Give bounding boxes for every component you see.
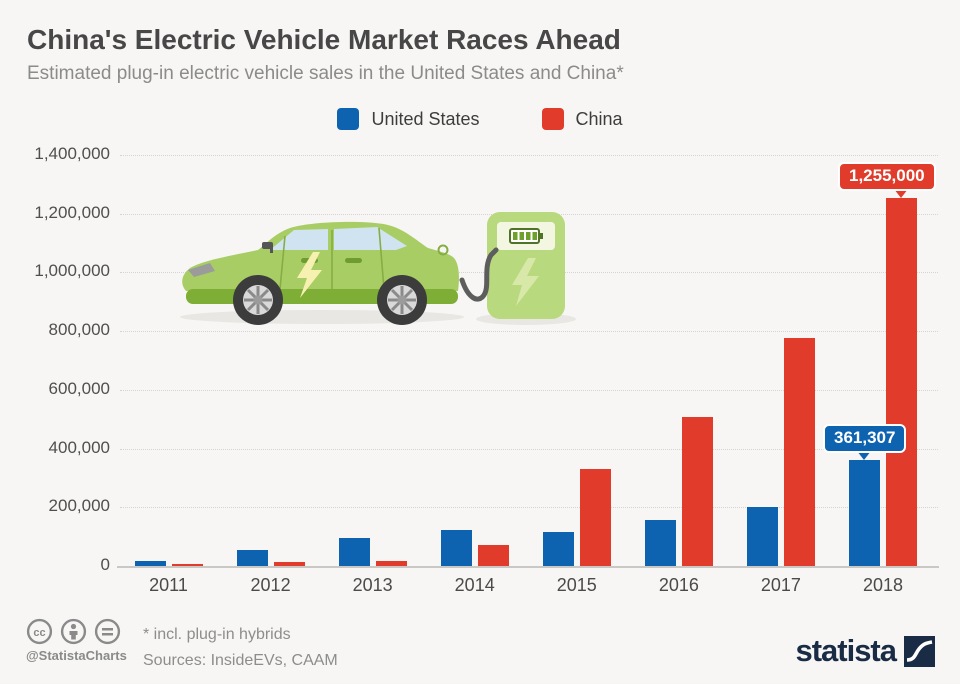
page-title: China's Electric Vehicle Market Races Ah…: [27, 24, 621, 55]
statista-logo-text: statista: [795, 633, 897, 668]
bar-united-states-2018: [848, 459, 880, 566]
electric-car-icon: [182, 221, 459, 325]
y-axis-label: 200,000: [48, 496, 110, 516]
front-wheel-icon: [233, 275, 283, 325]
y-axis-label: 1,000,000: [34, 261, 110, 281]
bar-china-2011: [171, 564, 203, 566]
cc-license-icon: cc: [26, 618, 53, 645]
x-axis-line: [117, 566, 939, 568]
svg-text:cc: cc: [33, 627, 45, 639]
legend: United States China: [0, 108, 960, 130]
x-axis-label-2014: 2014: [454, 575, 495, 595]
footnote-block: * incl. plug-in hybrids Sources: InsideE…: [143, 622, 338, 674]
page-subtitle: Estimated plug-in electric vehicle sales…: [27, 63, 624, 84]
bar-united-states-2015: [542, 532, 574, 566]
y-axis-label: 400,000: [48, 437, 110, 457]
footnote: * incl. plug-in hybrids: [143, 626, 291, 643]
y-axis-label: 1,400,000: [34, 144, 110, 163]
legend-swatch-united-states: [337, 108, 360, 130]
bar-china-2014: [477, 544, 509, 566]
statista-logo[interactable]: statista: [795, 633, 935, 669]
y-axis-label: 600,000: [48, 378, 110, 398]
value-badge-pointer: [894, 188, 909, 198]
bar-chart: 2011 2012 2013 2014 2015 2016 2017 2018 361,307 1…: [0, 144, 960, 610]
bar-united-states-2014: [440, 530, 472, 566]
electric-car-illustration: [180, 212, 576, 325]
bar-united-states-2013: [338, 537, 370, 566]
charging-station-icon: [459, 212, 565, 319]
plot-area: 2011 2012 2013 2014 2015 2016 2017 2018 361,307 1…: [117, 155, 939, 595]
y-axis-label: 1,200,000: [34, 202, 110, 222]
bar-china-2013: [375, 560, 407, 566]
legend-item-united-states: United States: [337, 108, 480, 130]
legend-swatch-china: [541, 108, 564, 130]
bar-united-states-2012: [236, 550, 268, 566]
legend-item-china: China: [541, 108, 623, 130]
bar-united-states-2016: [644, 519, 676, 566]
sources: Sources: InsideEVs, CAAM: [143, 652, 338, 669]
gridline: [120, 507, 938, 509]
value-badge-2018: 361,307: [822, 423, 907, 453]
gridline: [120, 389, 938, 391]
y-axis-label: 800,000: [48, 320, 110, 340]
value-badge-pointer: [857, 450, 872, 460]
statista-charts-handle[interactable]: @StatistaCharts: [26, 648, 127, 663]
gridline: [120, 155, 938, 156]
x-axis-label-2016: 2016: [658, 575, 699, 595]
legend-label: United States: [371, 108, 480, 129]
gridline: [120, 448, 938, 450]
x-axis-label-2015: 2015: [556, 575, 597, 595]
license-block: cc @StatistaCharts: [26, 618, 141, 663]
bar-china-2017: [783, 337, 815, 566]
x-axis-label-2013: 2013: [352, 575, 393, 595]
cc-nd-icon: [94, 618, 121, 645]
bar-united-states-2011: [134, 560, 166, 566]
gridline: [120, 331, 938, 333]
legend-label: China: [575, 108, 623, 129]
bar-united-states-2017: [746, 507, 778, 566]
bar-china-2018: [885, 197, 917, 566]
statista-logo-icon: [904, 635, 935, 667]
bar-china-2016: [681, 417, 713, 566]
y-axis-label: 0: [100, 555, 110, 574]
cc-attribution-icon: [60, 618, 87, 645]
x-axis-label-2012: 2012: [250, 575, 291, 595]
bar-china-2015: [579, 468, 611, 566]
rear-wheel-icon: [377, 275, 427, 325]
x-axis-label-2011: 2011: [149, 575, 188, 595]
bar-china-2012: [273, 562, 305, 566]
x-axis-label-2018: 2018: [862, 575, 903, 595]
value-badge-2018: 1,255,000: [838, 161, 936, 191]
x-axis-label-2017: 2017: [760, 575, 801, 595]
